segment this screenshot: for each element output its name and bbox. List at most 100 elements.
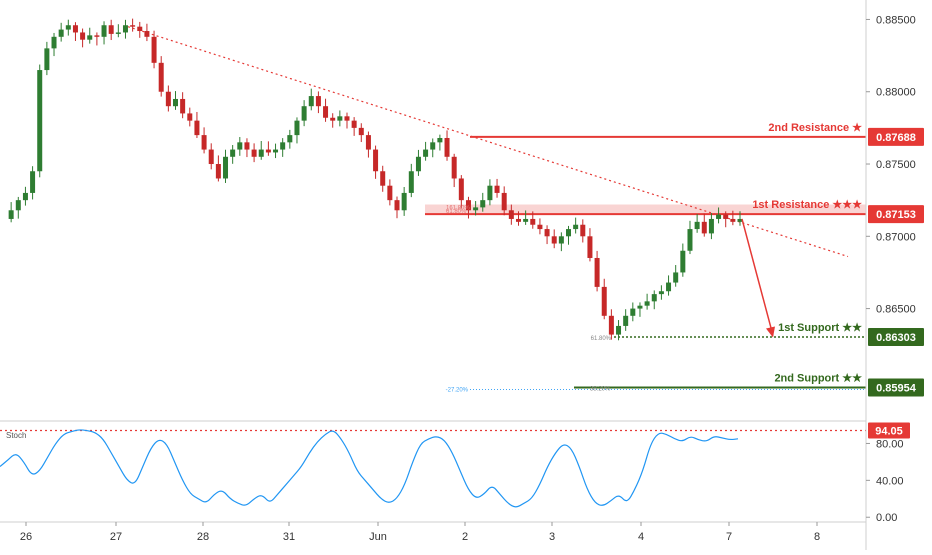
candle-body — [737, 218, 743, 222]
candle-body — [58, 29, 64, 37]
candle-body — [723, 214, 729, 219]
candle-body — [187, 113, 193, 121]
candle-body — [544, 229, 550, 237]
candle-body — [673, 272, 679, 283]
price-tag-label: 0.86303 — [876, 332, 916, 344]
candle-body — [72, 25, 78, 33]
candle-body — [387, 185, 393, 201]
candle-body — [494, 185, 500, 193]
candle-body — [8, 210, 14, 219]
candle-body — [644, 301, 650, 306]
price-tag-label: 0.87153 — [876, 209, 916, 221]
candle-body — [130, 25, 136, 27]
candle-body — [230, 149, 236, 157]
candle-body — [587, 236, 593, 258]
candle-body — [501, 192, 507, 211]
candle-body — [201, 135, 207, 150]
candle-body — [423, 149, 429, 157]
candle-body — [658, 291, 664, 295]
candle-body — [151, 36, 157, 63]
candle-body — [551, 236, 557, 244]
candle-body — [194, 120, 200, 136]
candle-body — [465, 200, 471, 211]
candle-body — [144, 31, 150, 37]
time-tick-label: 26 — [20, 531, 32, 543]
candle-body — [172, 98, 178, 107]
candle-body — [165, 91, 171, 107]
candle-body — [637, 305, 643, 309]
price-tick-label: 0.88000 — [876, 87, 916, 99]
candle-body — [601, 286, 607, 316]
stoch-tick-label: 40.00 — [876, 475, 904, 487]
price-tick-label: 0.87500 — [876, 159, 916, 171]
time-tick-label: 7 — [726, 531, 732, 543]
time-tick-label: 2 — [462, 531, 468, 543]
candle-body — [716, 214, 722, 219]
candle-body — [308, 96, 314, 107]
candle-body — [694, 221, 700, 230]
candle-body — [351, 120, 357, 128]
fib-label: 161.80% — [446, 205, 470, 211]
time-tick-label: 3 — [549, 531, 555, 543]
candle-body — [473, 207, 479, 211]
price-tick-label: 0.87000 — [876, 231, 916, 243]
candle-body — [630, 308, 636, 316]
price-tag-bg — [868, 205, 924, 224]
candle-body — [273, 149, 279, 153]
candle-body — [666, 282, 672, 292]
candle-body — [265, 149, 271, 153]
candle-body — [37, 70, 43, 172]
projection-arrowhead — [766, 326, 775, 338]
candle-body — [237, 142, 243, 150]
candle-body — [515, 218, 521, 222]
candle-body — [480, 200, 486, 208]
candle-body — [337, 116, 343, 121]
candle-body — [415, 156, 421, 172]
level-label: 2nd Resistance ★ — [768, 122, 862, 134]
candle-body — [458, 178, 464, 201]
candle-body — [487, 185, 493, 201]
fib-label: 38.20% — [590, 387, 611, 393]
candle-body — [401, 192, 407, 211]
time-tick-label: 8 — [814, 531, 820, 543]
descending-trendline — [127, 26, 849, 258]
resistance-zone — [425, 204, 866, 215]
candle-body — [315, 96, 321, 107]
candle-body — [444, 137, 450, 157]
candle-body — [730, 218, 736, 222]
candle-body — [280, 142, 286, 150]
candle-body — [451, 156, 457, 179]
level-label: 1st Resistance ★★★ — [752, 199, 862, 211]
candle-body — [65, 25, 71, 30]
candle-body — [294, 120, 300, 136]
candle-body — [380, 171, 386, 186]
candle-body — [530, 218, 536, 225]
candle-body — [251, 149, 257, 157]
candle-body — [301, 106, 307, 121]
candle-body — [437, 137, 443, 143]
candle-body — [244, 142, 250, 150]
stoch-line — [0, 429, 739, 508]
stoch-tick-label: 0.00 — [876, 512, 897, 524]
candle-body — [180, 98, 186, 114]
candle-body — [394, 200, 400, 211]
candle-body — [687, 229, 693, 251]
candle-body — [430, 142, 436, 150]
candle-body — [137, 26, 143, 32]
candle-body — [258, 149, 264, 157]
time-tick-label: 4 — [638, 531, 644, 543]
price-tick-label: 0.88500 — [876, 14, 916, 26]
candle-body — [680, 250, 686, 273]
candle-body — [608, 315, 614, 335]
candle-body — [108, 25, 114, 34]
candle-body — [15, 200, 21, 211]
candle-body — [51, 36, 57, 49]
level-label: 1st Support ★★ — [778, 322, 862, 334]
candle-body — [323, 106, 329, 118]
candle-body — [101, 25, 107, 37]
candle-body — [30, 171, 36, 193]
candle-body — [330, 117, 336, 121]
candle-body — [573, 224, 579, 230]
stoch-tag-label: 94.05 — [875, 425, 903, 437]
